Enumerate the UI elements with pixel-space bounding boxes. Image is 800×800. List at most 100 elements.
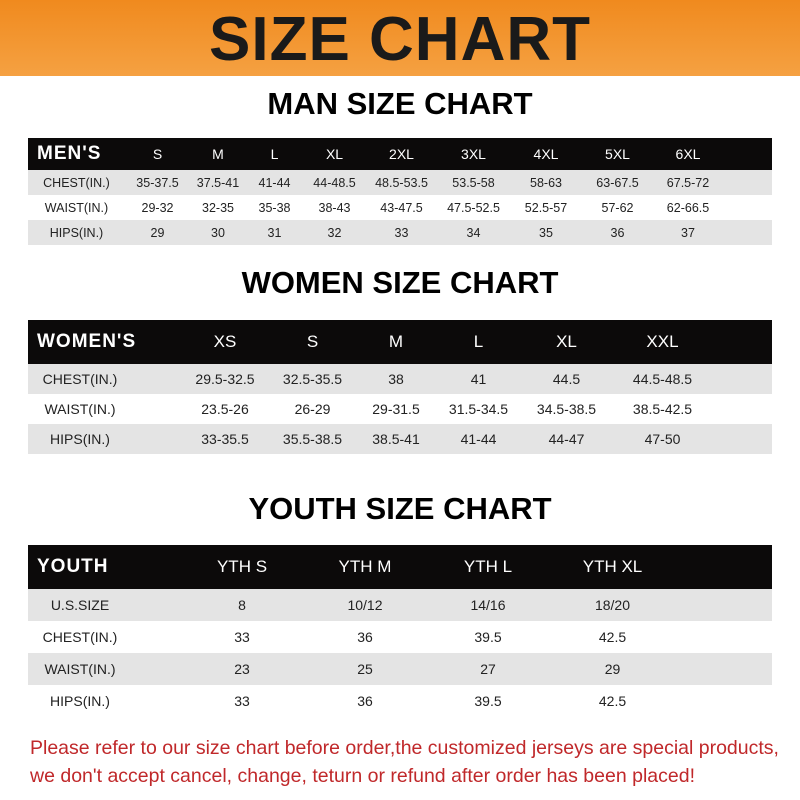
row-label: WAIST(IN.)	[44, 200, 109, 215]
row-label: HIPS(IN.)	[49, 225, 104, 240]
size-cell: 36	[357, 629, 373, 645]
size-cell: 8	[238, 597, 246, 613]
size-cell: L	[270, 146, 279, 162]
size-cell: M	[388, 332, 404, 351]
size-cell: 63-67.5	[596, 175, 639, 190]
size-cell: 23	[234, 661, 250, 677]
table-row: WAIST(IN.) 29-32 32-35 35-38 38-43 43-47.5 47.…	[28, 195, 772, 220]
size-cell: 35.5-38.5	[282, 431, 343, 447]
table-header-row: YOUTH YTH S YTH M YTH L YTH XL	[28, 545, 772, 589]
row-label: CHEST(IN.)	[42, 371, 118, 387]
women-size-table: WOMEN'S XS S M L XL XXL CHEST(IN.) 29.5-32.5 32.5…	[28, 320, 772, 454]
size-cell: 44-47	[548, 431, 585, 447]
size-cell: 32.5-35.5	[282, 371, 343, 387]
size-cell: 29.5-32.5	[195, 371, 255, 387]
row-label: U.S.SIZE	[50, 597, 110, 613]
size-cell: 48.5-53.5	[375, 175, 428, 190]
size-cell: 37	[681, 225, 695, 240]
size-cell: YTH XL	[582, 557, 643, 576]
size-cell: XXL	[646, 332, 679, 351]
size-cell: 33	[234, 693, 250, 709]
size-cell: 33	[394, 225, 409, 240]
size-cell: 27	[480, 661, 496, 677]
size-cell: 39.5	[474, 629, 502, 645]
size-cell: XS	[213, 332, 237, 351]
order-notice: Please refer to our size chart before or…	[30, 734, 790, 790]
table-row: CHEST(IN.) 29.5-32.5 32.5-35.5 38 41 44.5 44.5…	[28, 364, 772, 394]
size-cell: 35-38	[258, 200, 291, 215]
size-cell: 44-48.5	[313, 175, 356, 190]
size-cell: 36	[357, 693, 373, 709]
size-cell: 14/16	[470, 597, 506, 613]
size-cell: 32-35	[202, 200, 234, 215]
size-cell: 29-31.5	[372, 401, 420, 417]
size-cell: 33	[234, 629, 250, 645]
size-cell: 38.5-42.5	[632, 401, 693, 417]
row-label: WAIST(IN.)	[44, 661, 116, 677]
size-cell: 53.5-58	[452, 175, 495, 190]
table-row: HIPS(IN.) 29 30 31 32 33 34 35 36 37	[28, 220, 772, 245]
size-cell: 67.5-72	[666, 175, 710, 190]
title-banner: SIZE CHART	[0, 0, 800, 76]
size-cell: 44.5	[552, 371, 581, 387]
table-header-row: MEN'S S M L XL 2XL 3XL 4XL 5XL 6XL	[28, 138, 772, 170]
size-cell: 38-43	[318, 200, 351, 215]
size-cell: 29	[150, 225, 165, 240]
size-cell: 26-29	[294, 401, 331, 417]
size-cell: 4XL	[533, 146, 559, 162]
size-cell: 33-35.5	[201, 431, 249, 447]
size-cell: 42.5	[598, 693, 627, 709]
size-cell: 34	[466, 225, 481, 240]
size-cell: 43-47.5	[380, 200, 423, 215]
size-cell: 25	[357, 661, 373, 677]
row-label: HIPS(IN.)	[50, 693, 110, 709]
size-cell: 10/12	[347, 597, 383, 613]
page-title: SIZE CHART	[209, 5, 591, 74]
table-row: HIPS(IN.) 33 36 39.5 42.5	[28, 685, 772, 717]
size-cell: S	[306, 332, 319, 351]
table-row: CHEST(IN.) 33 36 39.5 42.5	[28, 621, 772, 653]
size-cell: 32	[327, 225, 342, 240]
youth-size-table: YOUTH YTH S YTH M YTH L YTH XL U.S.SIZE 8 10/12…	[28, 545, 772, 717]
row-label: CHEST(IN.)	[42, 629, 118, 645]
men-section-title: MAN SIZE CHART	[267, 86, 533, 121]
size-cell: 34.5-38.5	[536, 401, 597, 417]
size-cell: L	[473, 332, 484, 351]
size-cell: 36	[610, 225, 625, 240]
row-label: WAIST(IN.)	[44, 401, 116, 417]
size-cell: S	[152, 146, 163, 162]
size-cell: 39.5	[474, 693, 502, 709]
table-row: U.S.SIZE 8 10/12 14/16 18/20	[28, 589, 772, 621]
row-label: CHEST(IN.)	[43, 175, 110, 190]
size-cell: 31.5-34.5	[448, 401, 509, 417]
row-label: MEN'S	[37, 143, 102, 164]
size-cell: 38	[388, 371, 404, 387]
size-cell: 6XL	[675, 146, 701, 162]
men-size-table: MEN'S S M L XL 2XL 3XL 4XL 5XL 6XL CHEST(IN.) 35-37…	[28, 138, 772, 245]
size-cell: YTH L	[463, 557, 513, 576]
size-cell: 58-63	[530, 175, 562, 190]
table-row: WAIST(IN.) 23 25 27 29	[28, 653, 772, 685]
table-row: HIPS(IN.) 33-35.5 35.5-38.5 38.5-41 41-44 44-…	[28, 424, 772, 454]
size-cell: 57-62	[601, 200, 634, 215]
row-label: HIPS(IN.)	[50, 431, 110, 447]
size-cell: 30	[211, 225, 225, 240]
table-row: CHEST(IN.) 35-37.5 37.5-41 41-44 44-48.5 48.5…	[28, 170, 772, 195]
size-cell: 52.5-57	[524, 200, 568, 215]
table-header-row: WOMEN'S XS S M L XL XXL	[28, 320, 772, 364]
size-cell: 44.5-48.5	[632, 371, 693, 387]
size-cell: YTH M	[338, 557, 392, 576]
size-cell: 35	[539, 225, 553, 240]
notice-line-1: Please refer to our size chart before or…	[30, 737, 779, 759]
size-cell: 62-66.5	[666, 200, 710, 215]
size-cell: 41-44	[258, 175, 291, 190]
youth-section-title: YOUTH SIZE CHART	[248, 491, 552, 526]
size-cell: 18/20	[594, 597, 631, 613]
size-cell: 41-44	[460, 431, 497, 447]
size-cell: 2XL	[389, 146, 414, 162]
size-cell: XL	[325, 146, 344, 162]
size-cell: 41	[470, 371, 487, 387]
size-cell: 37.5-41	[196, 175, 240, 190]
size-cell: 35-37.5	[136, 175, 179, 190]
table-row: WAIST(IN.) 23.5-26 26-29 29-31.5 31.5-34.5 34…	[28, 394, 772, 424]
